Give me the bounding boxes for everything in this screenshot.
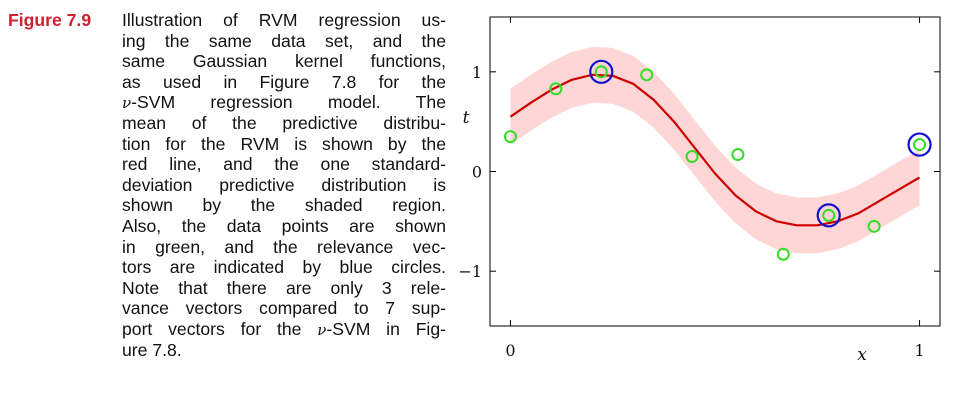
caption-line: in green, and the relevance vec- xyxy=(122,236,446,257)
data-point xyxy=(731,148,745,162)
caption-line: mean of the predictive distribu- xyxy=(122,112,446,133)
caption-line-part: -SVM in Fig- xyxy=(326,318,446,339)
caption-line: same Gaussian kernel functions, xyxy=(122,51,446,72)
caption-line: Also, the data points are shown xyxy=(122,215,446,236)
relevance-vector-circle xyxy=(907,132,932,157)
caption-line: as used in Figure 7.8 for the xyxy=(122,71,446,92)
x-tick-label: 0 xyxy=(505,341,515,360)
data-point xyxy=(640,68,654,82)
data-point xyxy=(913,138,927,152)
data-point xyxy=(503,130,517,144)
x-tick-label: 1 xyxy=(914,341,924,360)
caption-line-part: -SVM regression model. The xyxy=(131,92,446,113)
caption-line: ν-SVM regression model. The xyxy=(122,92,446,113)
caption-line: deviation predictive distribution is xyxy=(122,174,446,195)
data-point xyxy=(867,219,881,233)
data-point xyxy=(776,247,790,261)
caption-line: port vectors for the ν-SVM in Fig- xyxy=(122,319,446,340)
y-tick-label: 1 xyxy=(472,63,482,82)
caption-line: shown by the shaded region. xyxy=(122,195,446,216)
nu-symbol: ν xyxy=(317,320,327,339)
data-point xyxy=(549,82,563,96)
relevance-vector-circle xyxy=(816,203,841,228)
caption-line: ure 7.8. xyxy=(122,339,182,360)
predictive-mean-line xyxy=(509,73,921,227)
std-deviation-band xyxy=(510,46,920,254)
relevance-vector-circle xyxy=(589,59,614,84)
caption-line-part: port vectors for the xyxy=(122,318,318,339)
nu-symbol: ν xyxy=(122,94,132,113)
data-point xyxy=(594,65,608,79)
data-point xyxy=(822,208,836,222)
data-point xyxy=(685,150,699,164)
caption-line: tion for the RVM is shown by the xyxy=(122,133,446,154)
caption-line: Illustration of RVM regression us- xyxy=(122,10,446,30)
caption-line: vance vectors compared to 7 sup- xyxy=(122,298,446,319)
caption-line: ing the same data set, and the xyxy=(122,30,446,51)
y-axis-label: t xyxy=(463,108,470,128)
caption-line: Note that there are only 3 rele- xyxy=(122,277,446,298)
caption-line: tors are indicated by blue circles. xyxy=(122,257,446,278)
caption-line: red line, and the one standard- xyxy=(122,154,446,175)
caption-text: Illustration of RVM regression us- ing t… xyxy=(122,10,446,360)
figure-label: Figure 7.9 xyxy=(8,10,92,30)
y-tick-label: −1 xyxy=(458,262,482,281)
figure-caption: Figure 7.9 Illustration of RVM regressio… xyxy=(8,10,446,360)
x-axis-label: x xyxy=(857,345,867,365)
y-tick-label: 0 xyxy=(472,163,482,182)
